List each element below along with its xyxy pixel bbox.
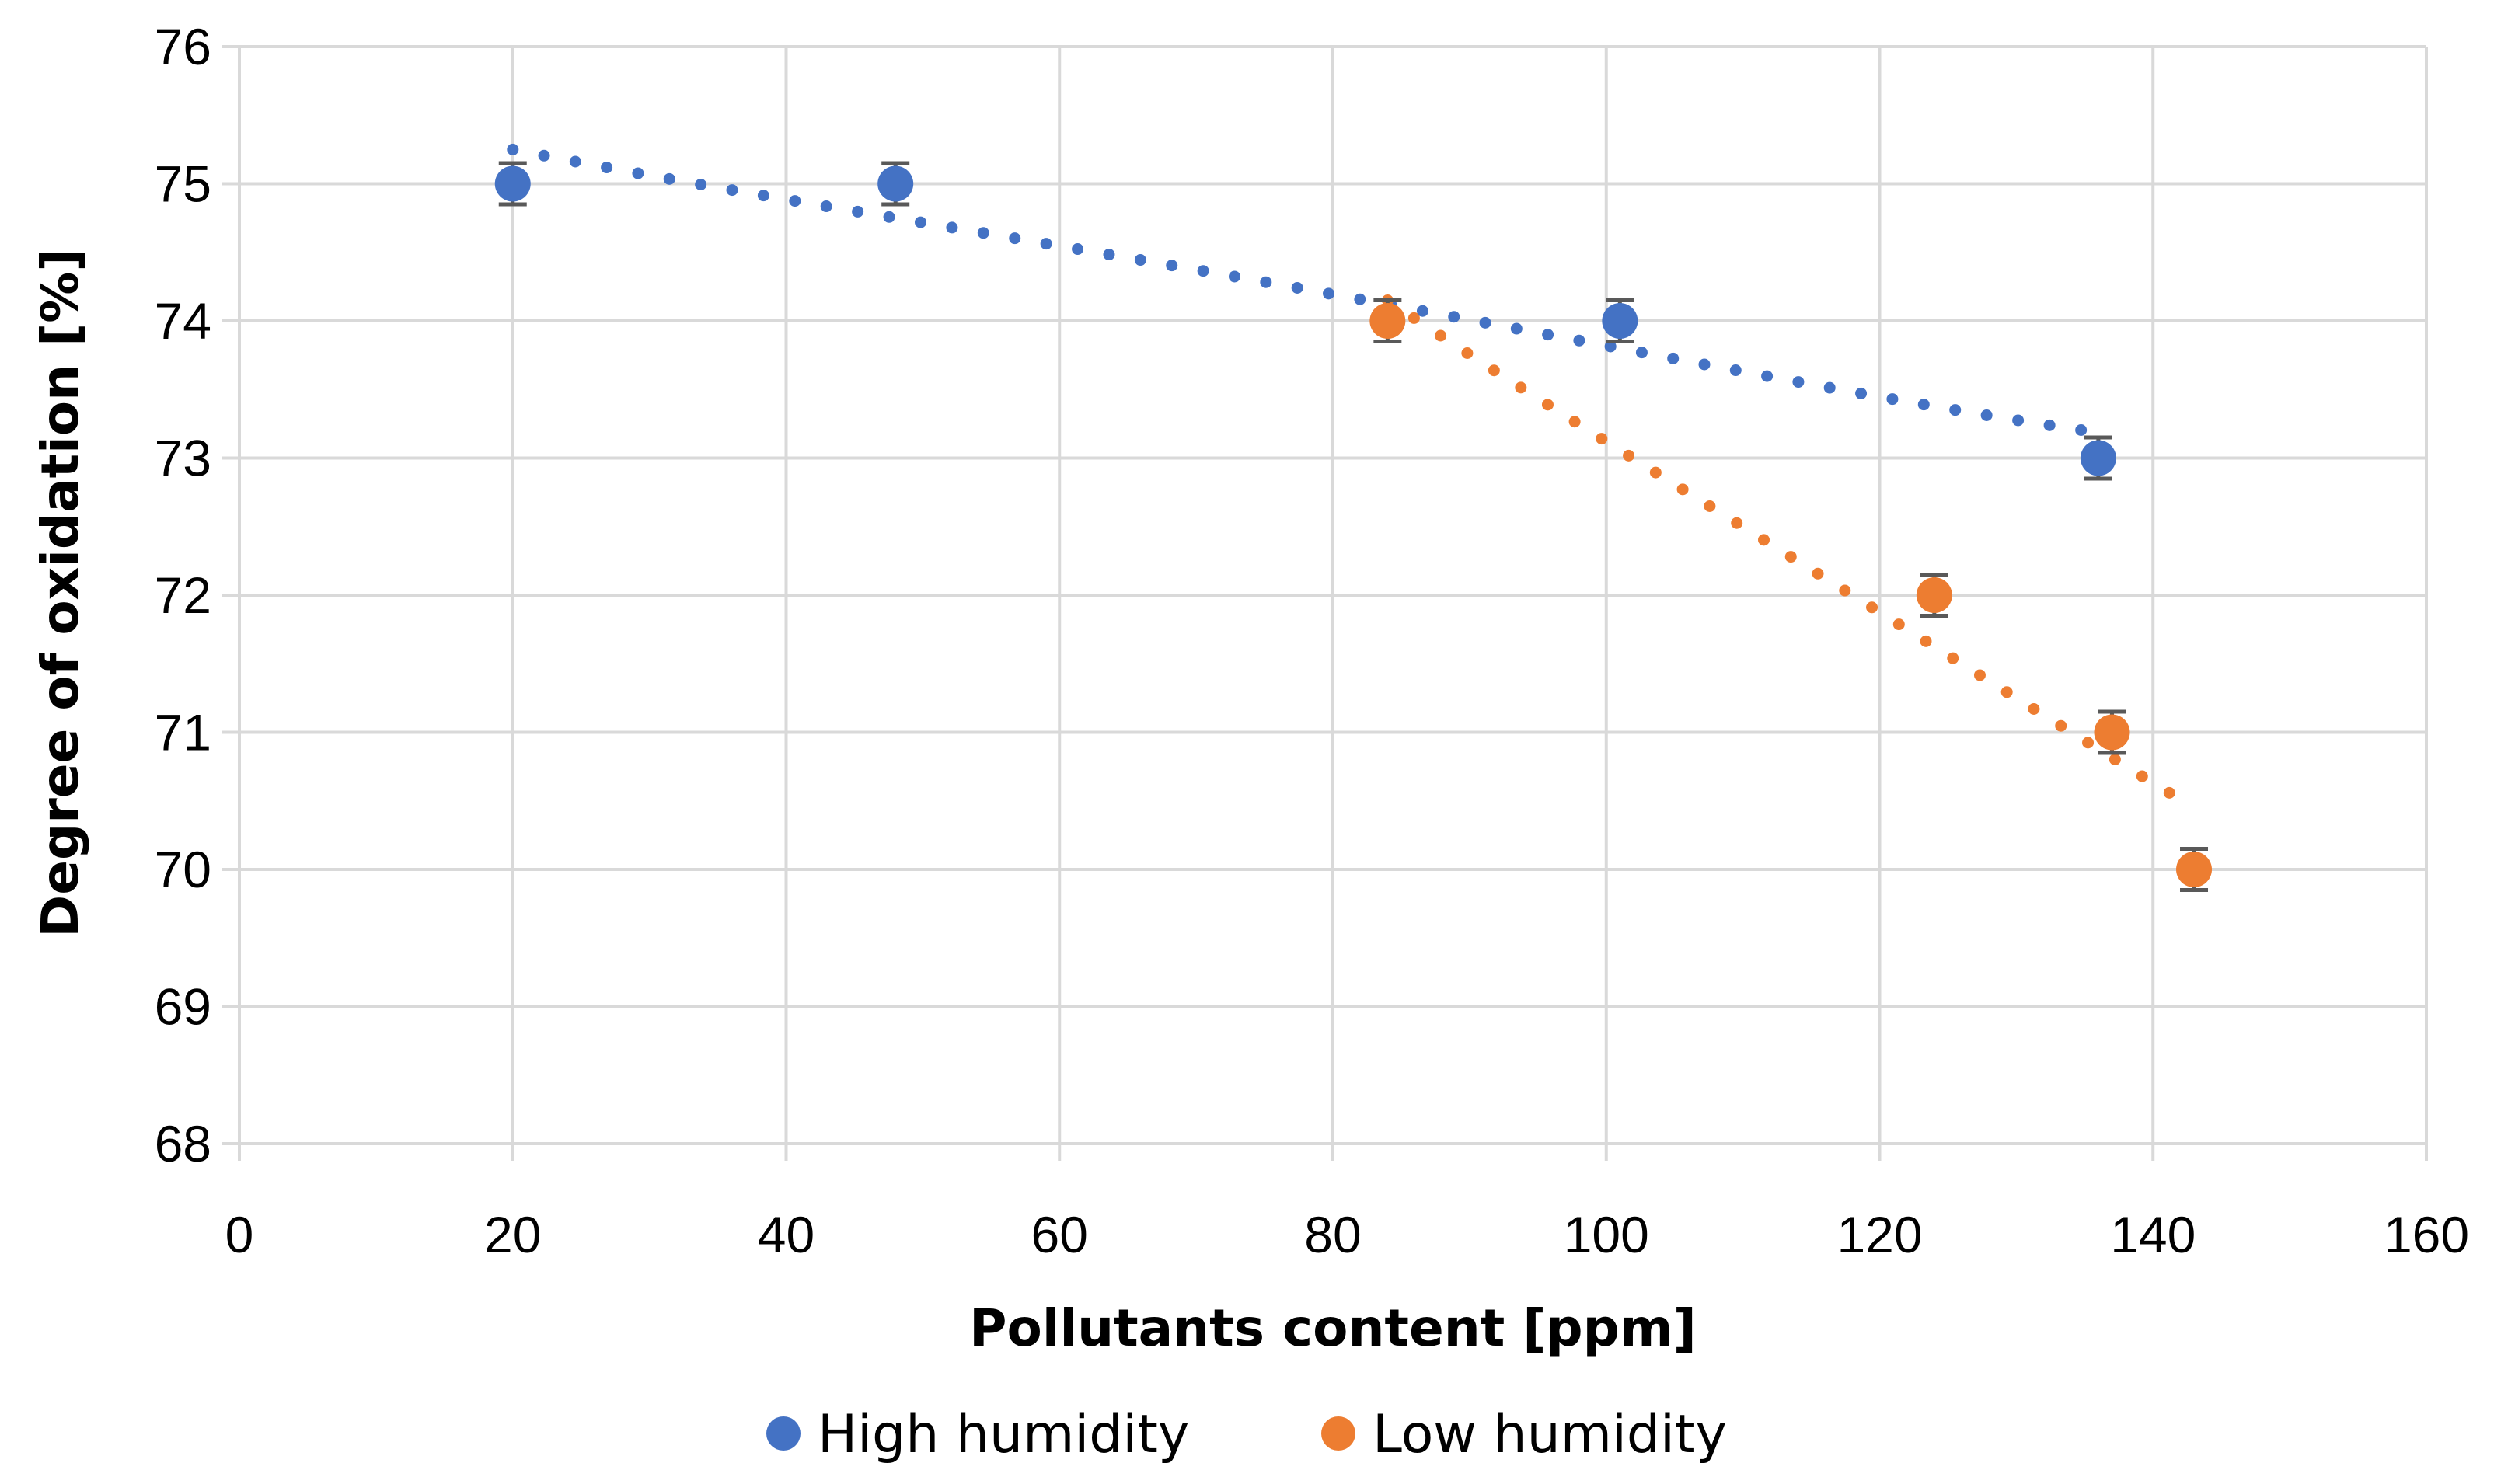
- legend-marker-high-humidity: [766, 1416, 801, 1451]
- x-tick-label-0: 0: [225, 1206, 254, 1263]
- x-tick-label-60: 60: [1031, 1206, 1088, 1263]
- axes: [222, 45, 2428, 1161]
- point-low-humidity-3: [2176, 852, 2213, 887]
- data-points: [494, 165, 2213, 887]
- tick-labels: 68 69 70 71 72 73 74 75 76 0 20 40 60 80 100 120 140 160: [155, 18, 2469, 1263]
- y-tick-label-73: 73: [155, 430, 211, 487]
- x-tick-label-80: 80: [1304, 1206, 1361, 1263]
- y-tick-label-69: 69: [155, 978, 211, 1036]
- y-tick-label-74: 74: [155, 292, 211, 350]
- point-low-humidity-2: [2094, 714, 2130, 751]
- point-high-humidity-1: [877, 165, 914, 202]
- y-tick-label-75: 75: [155, 155, 211, 213]
- x-tick-label-40: 40: [758, 1206, 814, 1263]
- x-tick-label-20: 20: [484, 1206, 541, 1263]
- trendline-low-humidity: [1381, 294, 2193, 810]
- x-tick-label-120: 120: [1836, 1206, 1922, 1263]
- legend: High humidity Low humidity: [766, 1404, 1727, 1465]
- point-low-humidity-0: [1369, 303, 1406, 339]
- y-tick-label-72: 72: [155, 566, 211, 624]
- x-tick-label-100: 100: [1564, 1206, 1649, 1263]
- grid: [239, 45, 2428, 1144]
- error-bars: [498, 161, 2209, 892]
- trendlines: [507, 143, 2193, 810]
- legend-label-low-humidity: Low humidity: [1373, 1404, 1727, 1465]
- y-tick-label-68: 68: [155, 1115, 211, 1172]
- legend-marker-low-humidity: [1321, 1416, 1355, 1451]
- legend-label-high-humidity: High humidity: [818, 1404, 1189, 1465]
- point-high-humidity-3: [2080, 440, 2116, 476]
- point-high-humidity-0: [494, 165, 531, 202]
- y-tick-label-71: 71: [155, 704, 211, 761]
- y-tick-label-70: 70: [155, 841, 211, 898]
- x-tick-label-160: 160: [2384, 1206, 2469, 1263]
- y-axis-title: Degree of oxidation [%]: [30, 248, 90, 937]
- point-low-humidity-1: [1916, 577, 1952, 613]
- x-tick-label-140: 140: [2110, 1206, 2196, 1263]
- x-axis-title: Pollutants content [ppm]: [969, 1298, 1697, 1358]
- trendline-high-humidity: [507, 143, 2091, 437]
- y-tick-label-76: 76: [155, 18, 211, 75]
- point-high-humidity-2: [1602, 303, 1638, 339]
